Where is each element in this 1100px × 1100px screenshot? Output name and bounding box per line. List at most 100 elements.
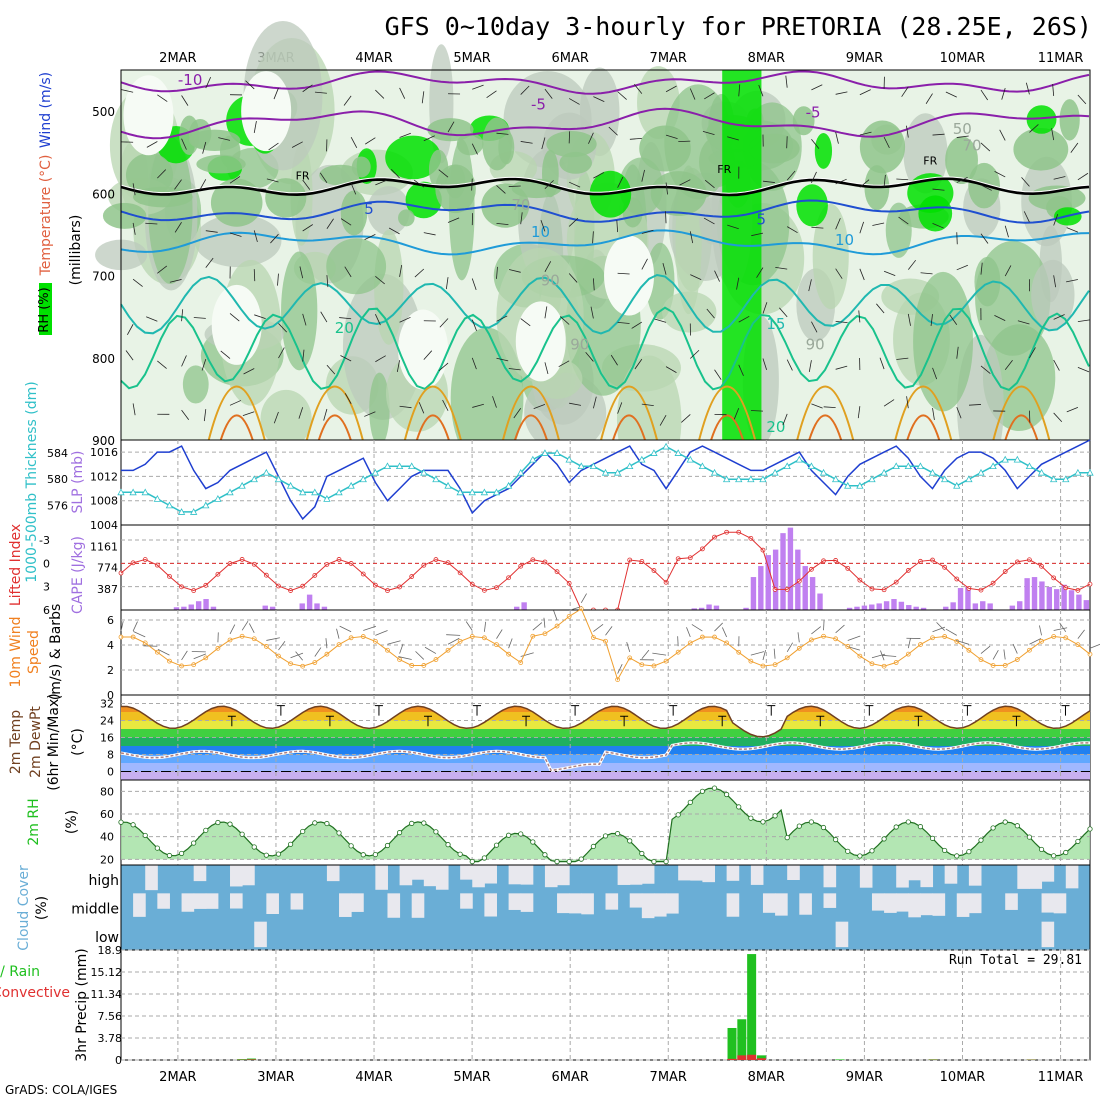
thickness-tick-label: 580 (47, 473, 68, 486)
rh2m-point (651, 858, 657, 865)
thickness-point (117, 488, 125, 496)
wind-barb (880, 650, 885, 661)
wind-barb (580, 593, 587, 603)
contour-label: FR (923, 155, 937, 168)
wind-barb (879, 357, 885, 370)
wind-tick-label: 0 (107, 689, 114, 702)
rh2m-point (518, 831, 524, 837)
wind-barb (391, 169, 400, 179)
wind-barb (253, 121, 257, 133)
wind-barb (1077, 172, 1089, 181)
wind-barb (980, 645, 991, 654)
cape-bar (173, 607, 180, 610)
wind-barb (592, 231, 594, 244)
rh2m-point (1087, 826, 1093, 832)
wind-barb (956, 346, 959, 359)
wind-barb (738, 84, 741, 97)
wind-axis-label: Speed (26, 630, 42, 674)
rh-moist-shade (428, 149, 449, 190)
thickness-point (868, 475, 876, 483)
cloud-clear-block (653, 893, 667, 917)
wind-barb (883, 399, 895, 407)
wind-barb (932, 133, 945, 136)
wind-barb (471, 143, 478, 155)
wind-barb (558, 360, 570, 368)
wind-barb (314, 647, 322, 657)
wind-barb (520, 141, 533, 144)
wind-barb (835, 131, 839, 144)
cape-bar (188, 604, 194, 610)
wind-barb (733, 408, 740, 420)
wind-barb (797, 632, 800, 643)
wind-barb (925, 93, 933, 104)
wind-barb (617, 663, 623, 674)
wind-barb (633, 84, 643, 94)
thickness-point (129, 488, 137, 496)
thickness-point (795, 455, 803, 463)
cape-bar (913, 606, 919, 610)
thickness-point (190, 508, 198, 515)
cape-bar (321, 606, 328, 610)
wind-barb (270, 233, 279, 244)
rh2m-point (663, 858, 669, 865)
cloud-clear-block (423, 865, 437, 887)
convective-bar (246, 1059, 256, 1060)
wind-barb (721, 627, 727, 638)
wind-barb (980, 262, 983, 275)
wind-barb (689, 231, 694, 244)
wind-barb (439, 318, 449, 328)
cloud-clear-block (326, 865, 340, 882)
rh-legend-swatch (39, 283, 52, 335)
wind-barb (364, 233, 376, 241)
wind-barb (157, 265, 168, 274)
li-axis-label: Lifted Index (8, 524, 24, 606)
rh2m-point (881, 836, 887, 842)
wind-barb (811, 226, 824, 229)
thickness-point (965, 475, 973, 483)
cloud-clear-block (1053, 893, 1067, 914)
wind-barb (665, 366, 677, 373)
temp2m-panel: 0 8 16 24 32 2m Temp 2m DewPt (6hr Min/Max) (°C) (8, 693, 1091, 791)
thickness-point (698, 462, 707, 470)
wind-barb (253, 230, 258, 243)
cloud-clear-block (762, 893, 776, 913)
cape-bar (1054, 589, 1060, 610)
rh2m-point (578, 856, 584, 862)
wind-barb (245, 80, 255, 90)
wind-barb (254, 314, 266, 320)
cloud-clear-block (1041, 921, 1055, 948)
temp-contour-30 (317, 414, 352, 441)
wind-barb (314, 91, 327, 94)
cloud-clear-block (230, 865, 243, 887)
wind-barb (243, 368, 255, 375)
wind-barb (727, 224, 739, 230)
dewpoint-line (120, 742, 1091, 772)
wind-barb (375, 89, 385, 99)
cape-bar (1083, 600, 1089, 610)
wind-barb (508, 185, 521, 187)
wind-barb (496, 315, 508, 322)
cloud-clear-block (581, 893, 594, 915)
cape-bar (906, 605, 912, 610)
wind-barb (229, 232, 242, 237)
wind-barb (901, 86, 909, 97)
thickness-point (650, 449, 658, 456)
wind-barb (629, 137, 642, 140)
temp-contour-30 (514, 414, 548, 441)
cape-bar (314, 603, 320, 610)
wind-barb (520, 652, 534, 657)
wind-barb (323, 408, 328, 421)
wind-barb (157, 649, 170, 656)
wind-barb (617, 91, 627, 100)
slp-tick-label: 1004 (90, 519, 118, 532)
slp-axis-label: SLP (mb) (70, 450, 86, 513)
rh2m-point (808, 819, 815, 825)
wind-barb (762, 358, 767, 371)
rh2m-point (215, 819, 221, 826)
cloud-clear-block (690, 865, 703, 881)
thickness-point (807, 462, 816, 470)
temp-contour-25 (501, 385, 560, 441)
wind-barb (438, 362, 449, 372)
cloud-clear-block (435, 865, 449, 890)
wind-barb (193, 653, 207, 660)
